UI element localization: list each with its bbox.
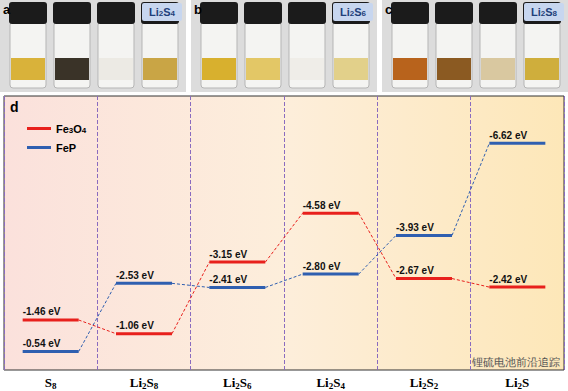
svg-text:S: S — [163, 6, 170, 18]
svg-text:-3.93 eV: -3.93 eV — [396, 222, 434, 233]
svg-text:6: 6 — [362, 9, 367, 18]
svg-text:Li: Li — [531, 6, 541, 18]
svg-text:6: 6 — [247, 381, 252, 391]
svg-text:-4.58 eV: -4.58 eV — [303, 200, 341, 211]
svg-text:Li: Li — [316, 375, 329, 390]
svg-text:4: 4 — [171, 9, 176, 18]
svg-text:2: 2 — [235, 380, 240, 391]
svg-text:Li: Li — [149, 6, 159, 18]
svg-text:2: 2 — [422, 380, 427, 391]
svg-text:S: S — [333, 375, 340, 390]
svg-text:2: 2 — [540, 9, 546, 18]
svg-text:2: 2 — [349, 9, 355, 18]
svg-text:-3.15 eV: -3.15 eV — [209, 249, 247, 260]
svg-text:S: S — [147, 375, 154, 390]
svg-text:S: S — [522, 375, 529, 390]
svg-text:8: 8 — [52, 381, 57, 391]
svg-text:4: 4 — [82, 126, 87, 135]
svg-text:2: 2 — [328, 380, 334, 391]
svg-text:4: 4 — [340, 381, 345, 391]
svg-text:S: S — [427, 375, 434, 390]
svg-text:Li: Li — [505, 375, 518, 390]
svg-text:-2.80 eV: -2.80 eV — [303, 261, 341, 272]
svg-text:8: 8 — [553, 9, 558, 18]
svg-text:S: S — [45, 375, 52, 390]
svg-text:-2.42 eV: -2.42 eV — [489, 274, 527, 285]
svg-text:c: c — [385, 2, 392, 17]
svg-text:Li: Li — [130, 375, 143, 390]
svg-text:Li: Li — [340, 6, 350, 18]
svg-text:FeP: FeP — [56, 142, 76, 154]
svg-text:-1.06 eV: -1.06 eV — [116, 320, 154, 331]
svg-text:Fe: Fe — [56, 123, 69, 135]
svg-text:Li: Li — [223, 375, 236, 390]
svg-text:-6.62 eV: -6.62 eV — [489, 130, 527, 141]
html-text:3O: 3O — [68, 122, 82, 135]
svg-text:锂硫电池前沿追踪: 锂硫电池前沿追踪 — [471, 356, 560, 368]
svg-text:Li: Li — [410, 375, 423, 390]
svg-text:b: b — [194, 2, 202, 17]
svg-text:-1.46 eV: -1.46 eV — [23, 306, 61, 317]
svg-text:a: a — [3, 2, 11, 17]
svg-text:2: 2 — [142, 380, 147, 391]
svg-text:2: 2 — [434, 381, 439, 391]
svg-text:S: S — [545, 6, 552, 18]
svg-text:-0.54 eV: -0.54 eV — [23, 338, 61, 349]
svg-text:-2.67 eV: -2.67 eV — [396, 265, 434, 276]
svg-text:8: 8 — [154, 381, 159, 391]
svg-text:-2.41 eV: -2.41 eV — [209, 274, 247, 285]
svg-text:-2.53 eV: -2.53 eV — [116, 270, 154, 281]
svg-text:2: 2 — [517, 380, 523, 391]
svg-text:d: d — [10, 99, 19, 115]
svg-text:S: S — [354, 6, 361, 18]
svg-text:2: 2 — [158, 9, 164, 18]
svg-text:S: S — [240, 375, 247, 390]
